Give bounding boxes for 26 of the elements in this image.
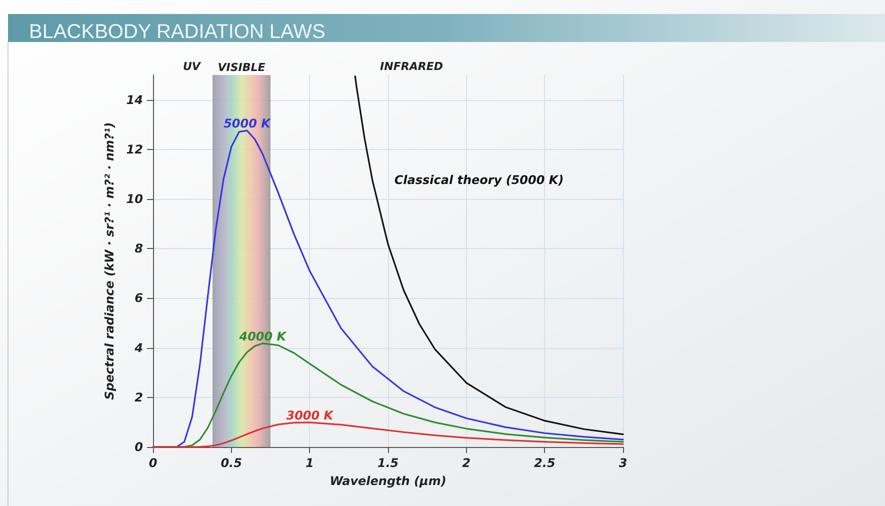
y-tick-label: 8: [134, 242, 143, 256]
text: UV: [182, 60, 202, 73]
band-label: VISIBLE: [218, 61, 266, 74]
y-tick-label: 14: [126, 92, 143, 107]
x-tick-label: 2.5: [534, 456, 556, 470]
x-axis-title: Wavelength (µm): [330, 474, 446, 488]
series-label: Classical theory (5000 K): [394, 172, 564, 187]
y-tick-label: 12: [126, 142, 143, 156]
y-tick-label: 0: [134, 440, 143, 454]
series-label: 4000 K: [238, 329, 288, 344]
x-tick-label: 1.5: [377, 456, 399, 470]
chart-title: BLACKBODY RADIATION LAWS: [29, 21, 326, 43]
y-tick-label: 4: [134, 340, 143, 355]
x-tick-label: 1: [305, 456, 314, 470]
x-tick-label: 0: [148, 456, 158, 470]
series-label: 3000 K: [286, 408, 335, 422]
line-series: [354, 75, 624, 436]
x-tick-label: 2: [462, 456, 471, 470]
x-tick-label: 0.5: [220, 456, 242, 470]
y-tick-label: 6: [134, 291, 143, 306]
y-axis-title: Spectral radiance (kW · sr?¹ · m?² · nm?¹): [102, 122, 116, 400]
x-tick-label: 3: [618, 456, 628, 470]
series-label: 5000 K: [224, 116, 272, 131]
y-tick-label: 2: [134, 390, 143, 404]
text: INFRARED: [380, 60, 443, 73]
y-tick-label: 10: [126, 192, 143, 206]
